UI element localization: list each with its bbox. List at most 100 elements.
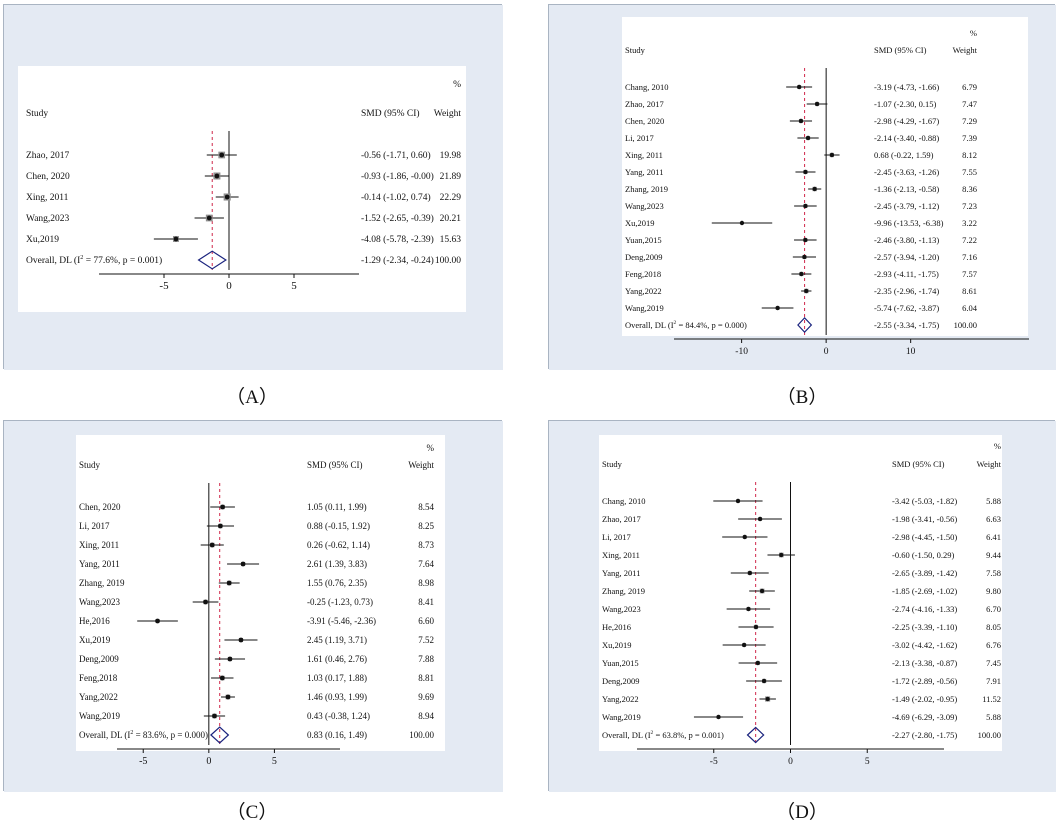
- weight-text: 7.64: [418, 559, 434, 569]
- point-estimate: [804, 288, 809, 294]
- point-estimate: [798, 118, 804, 124]
- point-estimate: [765, 696, 770, 702]
- header-study: Study: [625, 45, 646, 55]
- point-estimate: [829, 152, 835, 158]
- smd-ci-text: -2.13 (-3.38, -0.87): [892, 658, 957, 668]
- header-smd: SMD (95% CI): [307, 460, 363, 470]
- study-label: Xu,2019: [26, 235, 59, 245]
- smd-ci-text: -0.25 (-1.23, 0.73): [307, 597, 373, 607]
- weight-text: 9.44: [986, 550, 1002, 560]
- weight-text: 6.76: [986, 640, 1001, 650]
- smd-ci-text: -2.65 (-3.89, -1.42): [892, 568, 957, 578]
- weight-text: 15.63: [440, 235, 462, 245]
- weight-text: 22.29: [440, 193, 462, 203]
- forest-panel-d: % Study SMD (95% CI) Weight Chang, 2010 -3.42…: [548, 420, 1056, 792]
- study-label: Yang, 2011: [625, 167, 664, 177]
- smd-ci-text: -2.98 (-4.45, -1.50): [892, 532, 957, 542]
- study-label: Yang, 2011: [602, 568, 641, 578]
- study-label: Yuan,2015: [625, 235, 662, 245]
- overall-weight-text: 100.00: [409, 730, 434, 740]
- header-smd: SMD (95% CI): [361, 108, 420, 119]
- smd-ci-text: -2.45 (-3.79, -1.12): [874, 201, 939, 211]
- caption-d: （D）: [776, 802, 828, 823]
- point-estimate: [219, 152, 225, 158]
- smd-ci-text: -3.91 (-5.46, -2.36): [307, 616, 376, 626]
- point-estimate: [799, 271, 804, 277]
- study-label: Xu,2019: [602, 640, 632, 650]
- x-tick-label: 10: [906, 347, 916, 357]
- header-percent: %: [453, 80, 461, 90]
- weight-text: 3.22: [962, 218, 977, 228]
- point-estimate: [735, 498, 741, 504]
- study-label: Xing, 2011: [602, 550, 640, 560]
- study-label: Wang,2023: [625, 201, 664, 211]
- point-estimate: [716, 714, 721, 720]
- study-label: Yang,2022: [602, 694, 639, 704]
- weight-text: 8.73: [418, 540, 434, 550]
- study-label: Deng,2009: [602, 676, 640, 686]
- weight-text: 6.60: [418, 616, 434, 626]
- study-label: Zhang, 2019: [79, 578, 125, 588]
- header-percent: %: [427, 443, 435, 453]
- forest-panel-c: % Study SMD (95% CI) Weight Chen, 2020 1.05 (…: [3, 420, 503, 792]
- smd-ci-text: 2.61 (1.39, 3.83): [307, 559, 367, 569]
- forest-plot-b: % Study SMD (95% CI) Weight Chang, 2010 -3.19…: [549, 5, 1056, 370]
- weight-text: 9.69: [418, 692, 434, 702]
- header-study: Study: [79, 460, 101, 470]
- point-estimate: [796, 84, 802, 90]
- smd-ci-text: -3.19 (-4.73, -1.66): [874, 82, 939, 92]
- smd-ci-text: -5.74 (-7.62, -3.87): [874, 303, 939, 313]
- weight-text: 7.23: [962, 201, 977, 211]
- study-label: Li, 2017: [602, 532, 631, 542]
- study-label: Yuan,2015: [602, 658, 639, 668]
- weight-text: 6.41: [986, 532, 1001, 542]
- forest-panel-a: % Study SMD (95% CI) Weight Zhao, 2017 -0.56 …: [3, 4, 503, 370]
- weight-text: 8.05: [986, 622, 1001, 632]
- study-label: Yang,2022: [79, 692, 118, 702]
- study-label: Xing, 2011: [26, 193, 69, 203]
- x-tick-label: 5: [865, 757, 870, 767]
- smd-ci-text: -0.14 (-1.02, 0.74): [361, 192, 431, 203]
- study-label: Wang,2019: [625, 303, 664, 313]
- weight-text: 7.16: [962, 252, 977, 262]
- weight-text: 7.45: [986, 658, 1001, 668]
- study-label: Xu,2019: [625, 218, 655, 228]
- weight-text: 20.21: [440, 214, 462, 224]
- study-label: Zhao, 2017: [602, 514, 641, 524]
- smd-ci-text: -3.02 (-4.42, -1.62): [892, 640, 957, 650]
- weight-text: 8.94: [418, 711, 434, 721]
- point-estimate: [803, 169, 808, 175]
- smd-ci-text: -1.72 (-2.89, -0.56): [892, 676, 957, 686]
- overall-ci-text: -2.27 (-2.80, -1.75): [892, 730, 957, 740]
- smd-ci-text: 1.46 (0.93, 1.99): [307, 692, 367, 702]
- study-label: Zhao, 2017: [625, 99, 664, 109]
- smd-ci-text: -2.98 (-4.29, -1.67): [874, 116, 939, 126]
- x-tick-label: 5: [272, 756, 277, 767]
- weight-text: 7.29: [962, 116, 977, 126]
- overall-diamond: [746, 726, 765, 744]
- smd-ci-text: -1.07 (-2.30, 0.15): [874, 99, 936, 109]
- x-tick-label: 5: [291, 280, 297, 292]
- study-label: Feng,2018: [79, 673, 118, 683]
- point-estimate: [209, 542, 215, 548]
- study-label: Wang,2023: [26, 214, 70, 224]
- weight-text: 8.81: [418, 673, 434, 683]
- study-label: Chen, 2020: [79, 502, 121, 512]
- smd-ci-text: 0.68 (-0.22, 1.59): [874, 150, 934, 160]
- weight-text: 8.61: [962, 286, 977, 296]
- point-estimate: [238, 637, 244, 643]
- weight-text: 7.47: [962, 99, 977, 109]
- weight-text: 8.98: [418, 578, 434, 588]
- smd-ci-text: -2.57 (-3.94, -1.20): [874, 252, 939, 262]
- overall-label: Overall, DL (I2 = 63.8%, p = 0.001): [602, 730, 724, 740]
- smd-ci-text: -4.08 (-5.78, -2.39): [361, 234, 434, 245]
- smd-ci-text: -3.42 (-5.03, -1.82): [892, 496, 957, 506]
- study-label: Xing, 2011: [625, 150, 663, 160]
- study-label: Zhang, 2019: [625, 184, 668, 194]
- study-label: Wang,2023: [602, 604, 641, 614]
- point-estimate: [206, 215, 212, 221]
- weight-text: 9.80: [986, 586, 1001, 596]
- smd-ci-text: -1.85 (-2.69, -1.02): [892, 586, 957, 596]
- overall-label: Overall, DL (I2 = 84.4%, p = 0.000): [625, 320, 747, 330]
- smd-ci-text: 0.88 (-0.15, 1.92): [307, 521, 370, 531]
